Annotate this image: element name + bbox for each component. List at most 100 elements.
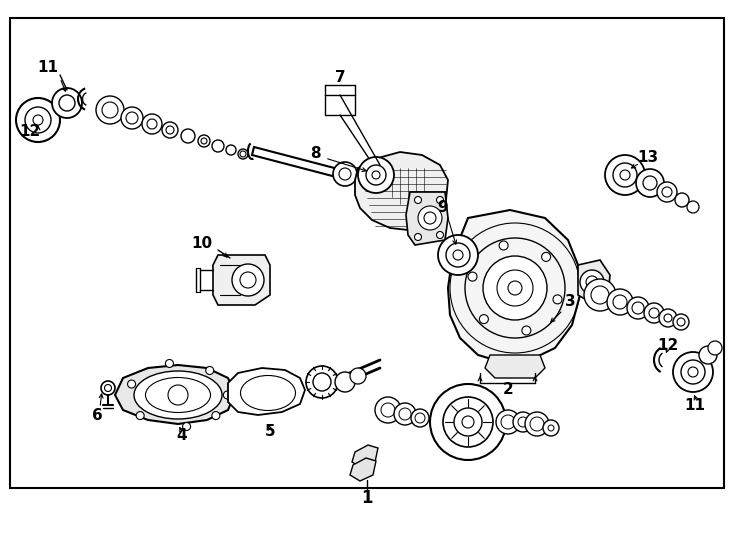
Circle shape: [632, 302, 644, 314]
Circle shape: [620, 170, 630, 180]
Text: 11: 11: [685, 397, 705, 413]
Circle shape: [605, 155, 645, 195]
Circle shape: [147, 119, 157, 129]
Polygon shape: [355, 152, 448, 230]
Circle shape: [677, 318, 685, 326]
Circle shape: [33, 115, 43, 125]
Circle shape: [102, 102, 118, 118]
Circle shape: [649, 308, 659, 318]
Circle shape: [232, 264, 264, 296]
Circle shape: [497, 270, 533, 306]
Circle shape: [513, 412, 533, 432]
Circle shape: [240, 151, 246, 157]
Circle shape: [418, 206, 442, 230]
Circle shape: [166, 126, 174, 134]
Polygon shape: [115, 365, 235, 424]
Circle shape: [415, 197, 421, 204]
Circle shape: [657, 182, 677, 202]
Circle shape: [358, 157, 394, 193]
Polygon shape: [448, 210, 580, 363]
Polygon shape: [406, 192, 448, 245]
Circle shape: [548, 425, 554, 431]
Circle shape: [437, 232, 443, 239]
Circle shape: [479, 315, 488, 323]
Text: 1: 1: [361, 489, 373, 507]
Polygon shape: [350, 458, 376, 481]
Circle shape: [394, 403, 416, 425]
Circle shape: [168, 385, 188, 405]
Circle shape: [350, 368, 366, 384]
Text: 2: 2: [503, 382, 513, 397]
Circle shape: [462, 416, 474, 428]
Circle shape: [415, 233, 421, 240]
Circle shape: [627, 297, 649, 319]
Circle shape: [525, 412, 549, 436]
Text: 9: 9: [437, 200, 448, 215]
Circle shape: [518, 417, 528, 427]
Circle shape: [198, 135, 210, 147]
Text: 11: 11: [37, 60, 59, 76]
Circle shape: [212, 140, 224, 152]
Circle shape: [240, 272, 256, 288]
Circle shape: [223, 391, 231, 399]
Circle shape: [699, 346, 717, 364]
Circle shape: [333, 162, 357, 186]
Circle shape: [522, 326, 531, 335]
Text: 6: 6: [92, 408, 102, 422]
Circle shape: [238, 149, 248, 159]
Circle shape: [542, 252, 550, 261]
Circle shape: [501, 415, 515, 429]
Polygon shape: [213, 255, 270, 305]
Circle shape: [580, 270, 604, 294]
Circle shape: [530, 417, 544, 431]
Ellipse shape: [241, 375, 296, 410]
Circle shape: [688, 367, 698, 377]
Circle shape: [313, 373, 331, 391]
Circle shape: [181, 129, 195, 143]
Circle shape: [675, 193, 689, 207]
Circle shape: [584, 279, 616, 311]
Circle shape: [59, 95, 75, 111]
Polygon shape: [352, 445, 378, 468]
Circle shape: [613, 295, 627, 309]
Circle shape: [687, 201, 699, 213]
Polygon shape: [485, 355, 545, 378]
Circle shape: [372, 171, 380, 179]
Circle shape: [137, 411, 144, 420]
Circle shape: [381, 403, 395, 417]
Circle shape: [437, 197, 443, 204]
Circle shape: [142, 114, 162, 134]
Circle shape: [162, 122, 178, 138]
Ellipse shape: [145, 377, 211, 413]
Circle shape: [543, 420, 559, 436]
Circle shape: [399, 408, 411, 420]
Circle shape: [212, 411, 220, 420]
Circle shape: [468, 272, 477, 281]
Circle shape: [499, 241, 508, 250]
Text: 12: 12: [19, 125, 40, 139]
Circle shape: [375, 397, 401, 423]
Circle shape: [508, 281, 522, 295]
Circle shape: [306, 366, 338, 398]
Circle shape: [681, 360, 705, 384]
Circle shape: [165, 360, 173, 368]
Circle shape: [415, 413, 425, 423]
Text: 5: 5: [265, 424, 275, 440]
Circle shape: [662, 187, 672, 197]
Circle shape: [586, 276, 598, 288]
Circle shape: [52, 88, 82, 118]
Circle shape: [183, 422, 191, 430]
Circle shape: [411, 409, 429, 427]
Circle shape: [430, 384, 506, 460]
Text: 8: 8: [310, 145, 320, 160]
Circle shape: [607, 289, 633, 315]
Circle shape: [644, 303, 664, 323]
Circle shape: [438, 235, 478, 275]
Circle shape: [643, 176, 657, 190]
Circle shape: [496, 410, 520, 434]
Circle shape: [96, 96, 124, 124]
Circle shape: [335, 372, 355, 392]
Circle shape: [673, 314, 689, 330]
Circle shape: [446, 243, 470, 267]
Text: 4: 4: [177, 428, 187, 442]
